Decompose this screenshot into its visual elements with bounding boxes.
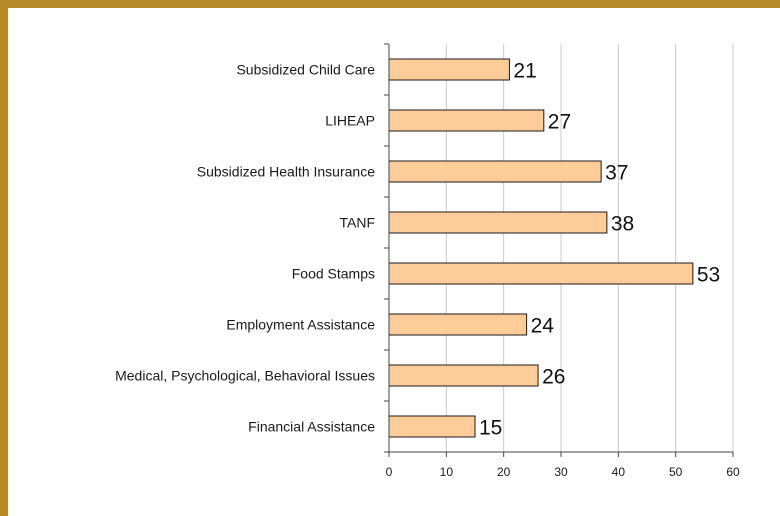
category-label: Medical, Psychological, Behavioral Issue… bbox=[115, 368, 375, 384]
bar bbox=[388, 211, 608, 234]
category-label: Subsidized Health Insurance bbox=[197, 164, 375, 180]
x-tick-label: 50 bbox=[669, 465, 683, 479]
value-label: 24 bbox=[531, 315, 555, 338]
x-tick-label: 0 bbox=[386, 465, 393, 479]
category-label: Subsidized Child Care bbox=[236, 62, 375, 78]
value-label: 37 bbox=[605, 162, 628, 185]
category-label: LIHEAP bbox=[325, 113, 375, 129]
value-labels: 21 27 37 38 53 24 26 15 bbox=[479, 60, 720, 440]
bar bbox=[388, 364, 539, 387]
x-tick-label: 40 bbox=[612, 465, 626, 479]
x-axis: 0 10 20 30 40 50 60 bbox=[384, 43, 740, 479]
x-tick-label: 60 bbox=[726, 465, 740, 479]
x-tick-label: 30 bbox=[554, 465, 568, 479]
x-tick-label: 20 bbox=[497, 465, 511, 479]
bar bbox=[388, 109, 545, 132]
category-label: Food Stamps bbox=[292, 266, 375, 282]
category-label: Financial Assistance bbox=[248, 419, 375, 435]
frame-left-border bbox=[0, 0, 8, 516]
gridlines bbox=[445, 44, 734, 452]
bar bbox=[388, 58, 510, 81]
value-label: 26 bbox=[542, 366, 565, 389]
x-tick-label: 10 bbox=[440, 465, 454, 479]
value-label: 15 bbox=[479, 417, 502, 440]
category-label: TANF bbox=[339, 215, 375, 231]
category-labels: Subsidized Child Care LIHEAP Subsidized He… bbox=[115, 62, 375, 435]
value-label: 21 bbox=[513, 60, 536, 83]
value-label: 53 bbox=[697, 264, 720, 287]
bar bbox=[388, 313, 528, 336]
bar bbox=[388, 262, 694, 285]
bar bbox=[388, 160, 602, 183]
frame-top-border bbox=[0, 0, 780, 8]
category-label: Employment Assistance bbox=[226, 317, 375, 333]
bar bbox=[388, 415, 476, 438]
value-label: 27 bbox=[548, 111, 571, 134]
value-label: 38 bbox=[611, 213, 634, 236]
bars bbox=[388, 58, 694, 438]
